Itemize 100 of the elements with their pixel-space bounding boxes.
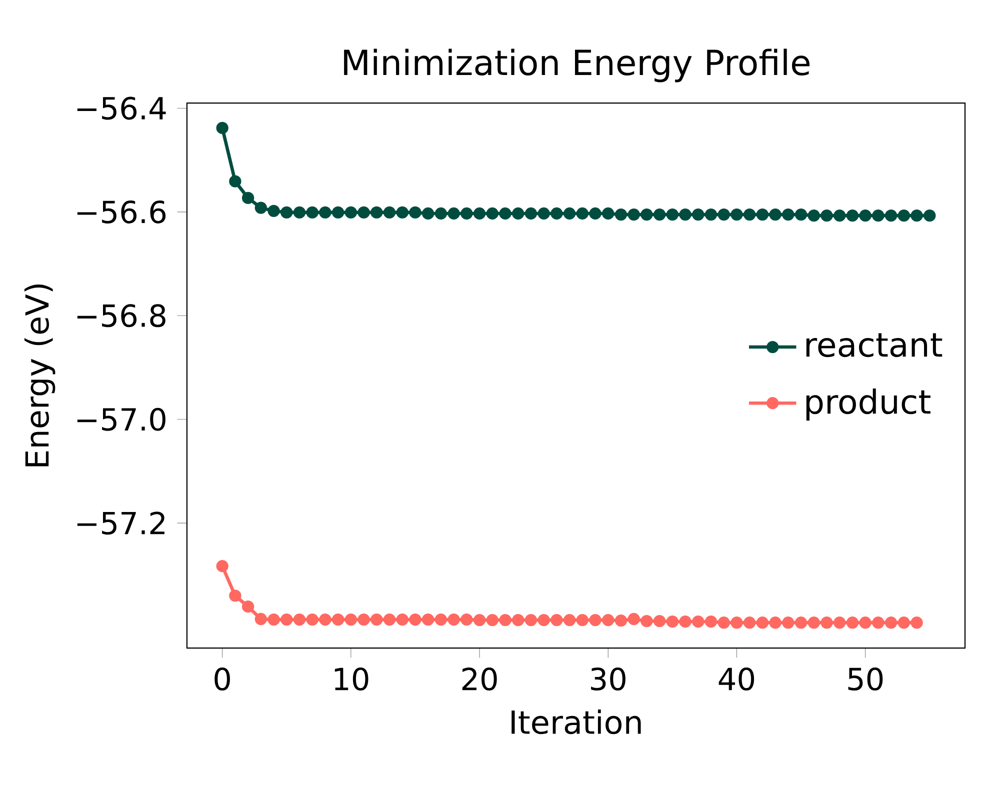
point — [358, 206, 370, 219]
point — [344, 613, 357, 626]
point — [640, 208, 653, 221]
x-axis-title: Iteration — [512, 710, 641, 734]
point — [524, 614, 538, 626]
point — [242, 600, 254, 613]
point — [550, 207, 563, 220]
point — [834, 616, 846, 629]
point — [704, 208, 718, 221]
point — [229, 175, 242, 188]
point — [319, 206, 332, 219]
point — [229, 590, 242, 602]
point — [756, 616, 769, 629]
point — [679, 208, 692, 221]
point — [268, 204, 280, 217]
point — [653, 615, 666, 628]
point — [602, 614, 614, 626]
point — [434, 613, 448, 626]
point — [280, 613, 293, 626]
point — [538, 614, 550, 626]
point — [769, 208, 782, 221]
point — [306, 613, 318, 626]
point — [602, 207, 614, 220]
point — [576, 614, 588, 626]
point — [216, 122, 228, 134]
point — [820, 209, 833, 222]
y-tick-label: −57.2 — [77, 512, 164, 535]
point — [718, 208, 730, 221]
point — [306, 206, 318, 219]
point — [924, 209, 936, 222]
point — [383, 613, 396, 626]
point — [370, 206, 383, 219]
y-tick-label: −56.6 — [77, 200, 166, 224]
point — [872, 616, 884, 629]
point — [859, 616, 872, 629]
point — [640, 615, 653, 628]
point — [216, 560, 228, 572]
point — [679, 616, 692, 628]
point — [550, 614, 563, 626]
point — [332, 613, 344, 626]
point — [499, 614, 512, 626]
point — [396, 206, 408, 219]
y-axis-title: Energy (eV) — [24, 284, 56, 466]
legend-label: reactant — [806, 333, 942, 358]
point — [910, 209, 923, 222]
point — [512, 207, 524, 220]
point — [396, 613, 408, 626]
chart-title: Minimization Energy Profile — [344, 48, 810, 82]
point — [910, 616, 923, 629]
legend-label: product — [806, 388, 930, 421]
point — [692, 616, 704, 628]
point — [666, 616, 679, 628]
point — [473, 207, 486, 220]
point — [666, 208, 679, 221]
point — [589, 614, 602, 626]
point — [576, 207, 588, 220]
point — [268, 613, 280, 626]
x-tick-label: 50 — [848, 668, 883, 691]
point — [293, 613, 306, 626]
point — [808, 209, 820, 222]
point — [744, 208, 756, 221]
point — [280, 206, 293, 219]
point — [846, 209, 859, 222]
point — [834, 209, 846, 222]
point — [884, 616, 898, 629]
point — [718, 616, 730, 629]
point — [344, 206, 357, 219]
point — [744, 616, 756, 629]
point — [448, 207, 460, 220]
point — [358, 613, 370, 626]
point — [846, 616, 859, 629]
point — [628, 208, 640, 221]
point — [319, 613, 332, 626]
point — [730, 208, 743, 221]
point — [242, 192, 254, 204]
point — [409, 613, 422, 626]
point — [448, 613, 460, 626]
point — [898, 209, 910, 222]
point — [434, 207, 448, 220]
point — [872, 209, 884, 222]
point — [756, 208, 769, 221]
point — [332, 206, 344, 219]
point — [653, 208, 666, 221]
point — [460, 207, 473, 220]
point — [409, 206, 422, 219]
point — [524, 207, 538, 220]
point — [473, 614, 486, 626]
point — [486, 207, 498, 220]
point — [808, 616, 820, 629]
point — [499, 207, 512, 220]
point — [898, 616, 910, 629]
point — [486, 614, 498, 626]
y-tick-label: −57.0 — [77, 408, 166, 431]
point — [794, 616, 808, 629]
point — [254, 202, 267, 214]
x-tick-label: 40 — [718, 668, 754, 691]
point — [692, 208, 704, 221]
point — [782, 616, 794, 629]
point — [422, 207, 434, 220]
y-tick-label: −56.4 — [77, 96, 166, 120]
